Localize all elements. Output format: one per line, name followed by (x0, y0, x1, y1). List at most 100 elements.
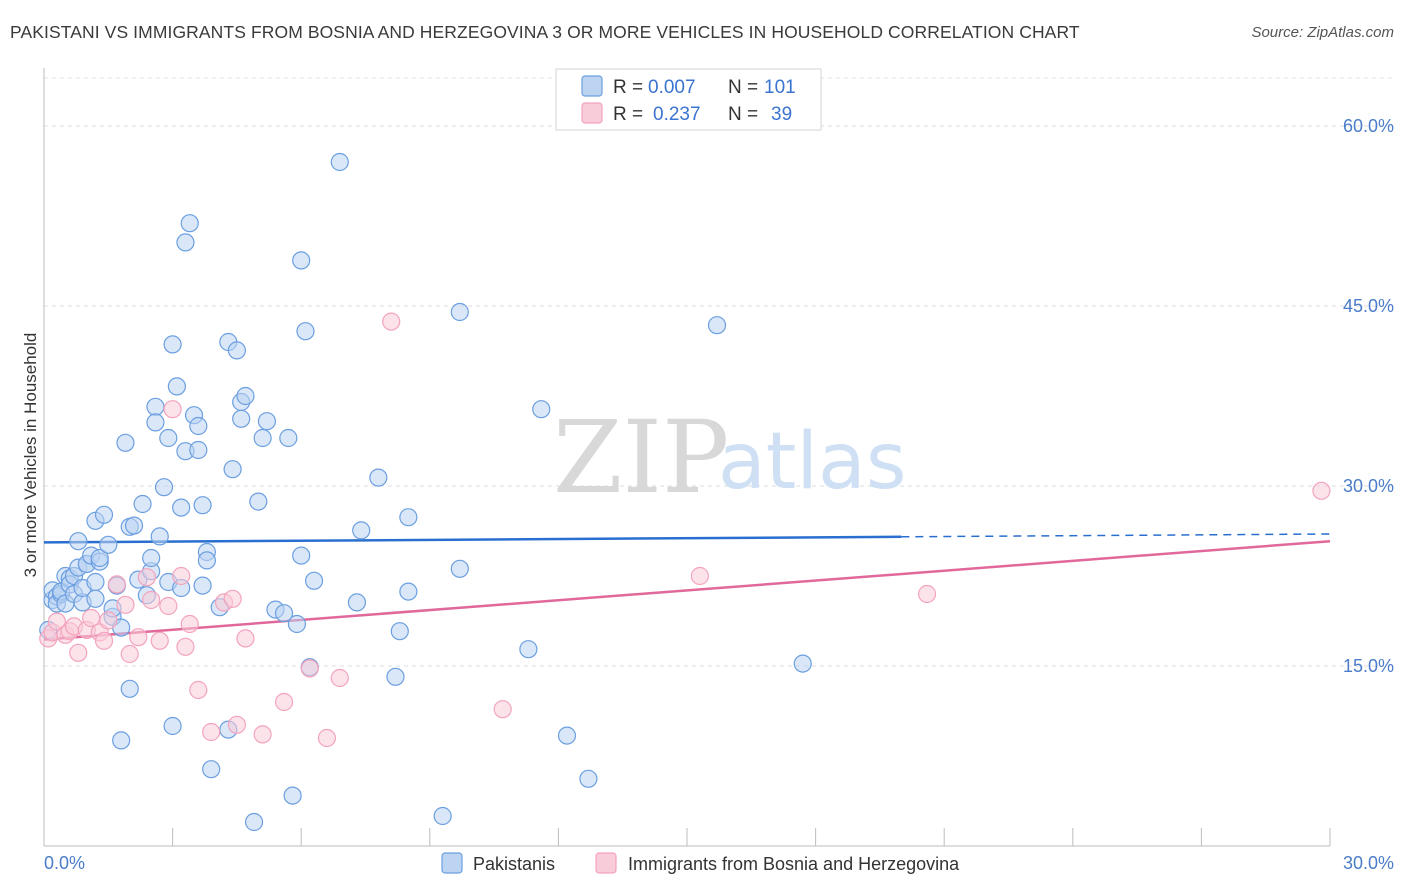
source-credit: Source: ZipAtlas.com (1251, 24, 1394, 41)
point-bosnia (382, 312, 401, 331)
point-pakistanis (176, 233, 195, 252)
point-pakistanis (232, 409, 251, 428)
point-pakistanis (163, 335, 182, 354)
y-tick-label: 15.0% (1343, 656, 1394, 676)
bottom-legend-swatch-pakistanis (441, 852, 463, 874)
legend-n-label-2: N = (728, 104, 758, 125)
legend-r-label-1: R = (613, 77, 643, 98)
point-bosnia (227, 715, 246, 734)
point-pakistanis (257, 412, 277, 431)
point-pakistanis (579, 769, 598, 788)
point-pakistanis (154, 478, 174, 497)
point-pakistanis (347, 593, 367, 612)
point-bosnia (690, 566, 709, 586)
x-tick-label: 0.0% (44, 853, 85, 873)
legend-swatch-pakistanis (581, 75, 603, 97)
point-pakistanis (296, 322, 315, 341)
point-pakistanis (292, 546, 311, 565)
point-bosnia (1312, 481, 1331, 500)
watermark-zip: ZIP (553, 399, 729, 516)
point-pakistanis (189, 416, 208, 436)
point-pakistanis (223, 460, 242, 479)
point-pakistanis (142, 548, 161, 568)
y-tick-label: 60.0% (1343, 116, 1394, 136)
x-tick-label: 30.0% (1343, 853, 1394, 873)
point-bosnia (236, 629, 255, 648)
point-bosnia (159, 596, 178, 616)
point-pakistanis (399, 508, 418, 527)
point-pakistanis (532, 400, 551, 419)
bottom-legend-swatch-bosnia (595, 852, 617, 874)
point-pakistanis (163, 716, 182, 736)
y-tick-labels: 15.0% 30.0% 45.0% 60.0% (1343, 116, 1394, 676)
point-pakistanis (172, 498, 191, 517)
watermark: ZIP atlas (553, 399, 907, 516)
point-bosnia (300, 659, 319, 678)
point-bosnia (330, 668, 349, 688)
point-pakistanis (86, 572, 105, 592)
point-bosnia (202, 722, 221, 742)
point-pakistanis (369, 468, 388, 487)
point-pakistanis (159, 428, 178, 448)
point-pakistanis (112, 731, 131, 750)
legend-swatch-bosnia (581, 102, 603, 124)
point-pakistanis (519, 640, 538, 659)
point-bosnia (493, 700, 512, 719)
point-pakistanis (557, 726, 577, 745)
point-pakistanis (116, 433, 135, 452)
point-bosnia (253, 725, 272, 744)
y-tick-label: 30.0% (1343, 476, 1394, 496)
point-bosnia (223, 589, 242, 608)
point-bosnia (107, 575, 126, 594)
point-pakistanis (167, 377, 186, 396)
point-bosnia (120, 644, 139, 664)
point-pakistanis (193, 576, 212, 595)
x-tick-labels: 0.0% 30.0% (44, 853, 1394, 873)
trend-line-pakistanis-extension (901, 533, 1331, 538)
point-pakistanis (287, 614, 307, 634)
point-pakistanis (197, 551, 216, 570)
legend-box: R = 0.007 N = 101 R = 0.237 N = 39 (555, 68, 822, 131)
point-bosnia (180, 614, 199, 634)
point-pakistanis (99, 535, 118, 554)
legend-r-value-2: 0.237 (653, 104, 701, 125)
point-pakistanis (150, 527, 169, 546)
series-bosnia (39, 312, 1331, 748)
point-pakistanis (793, 654, 812, 673)
legend-n-label-1: N = (728, 77, 758, 98)
point-pakistanis (330, 152, 349, 172)
point-pakistanis (249, 492, 268, 511)
point-bosnia (69, 643, 88, 662)
point-bosnia (116, 595, 135, 614)
point-bosnia (189, 680, 208, 700)
point-pakistanis (304, 571, 324, 590)
y-tick-label: 45.0% (1343, 296, 1394, 316)
point-pakistanis (120, 679, 139, 698)
point-bosnia (163, 400, 182, 419)
point-pakistanis (253, 428, 272, 448)
point-pakistanis (352, 521, 371, 540)
chart-title: PAKISTANI VS IMMIGRANTS FROM BOSNIA AND … (10, 22, 1080, 42)
point-pakistanis (399, 582, 418, 601)
point-pakistanis (69, 532, 88, 551)
point-bosnia (99, 611, 118, 630)
point-bosnia (129, 628, 148, 647)
bottom-legend: Pakistanis Immigrants from Bosnia and He… (441, 852, 960, 874)
point-pakistanis (386, 667, 405, 686)
point-pakistanis (390, 622, 409, 641)
point-pakistanis (283, 786, 302, 805)
bottom-legend-label-pakistanis: Pakistanis (473, 854, 555, 874)
point-pakistanis (244, 812, 264, 832)
point-pakistanis (433, 806, 452, 826)
point-pakistanis (202, 760, 221, 779)
point-bosnia (917, 584, 937, 604)
legend-r-value-1: 0.007 (648, 77, 696, 98)
point-bosnia (317, 728, 337, 748)
point-pakistanis (450, 302, 469, 322)
point-pakistanis (274, 604, 294, 623)
point-bosnia (176, 637, 195, 656)
point-pakistanis (146, 397, 165, 416)
legend-n-value-2: 39 (771, 104, 792, 125)
point-pakistanis (86, 589, 105, 608)
